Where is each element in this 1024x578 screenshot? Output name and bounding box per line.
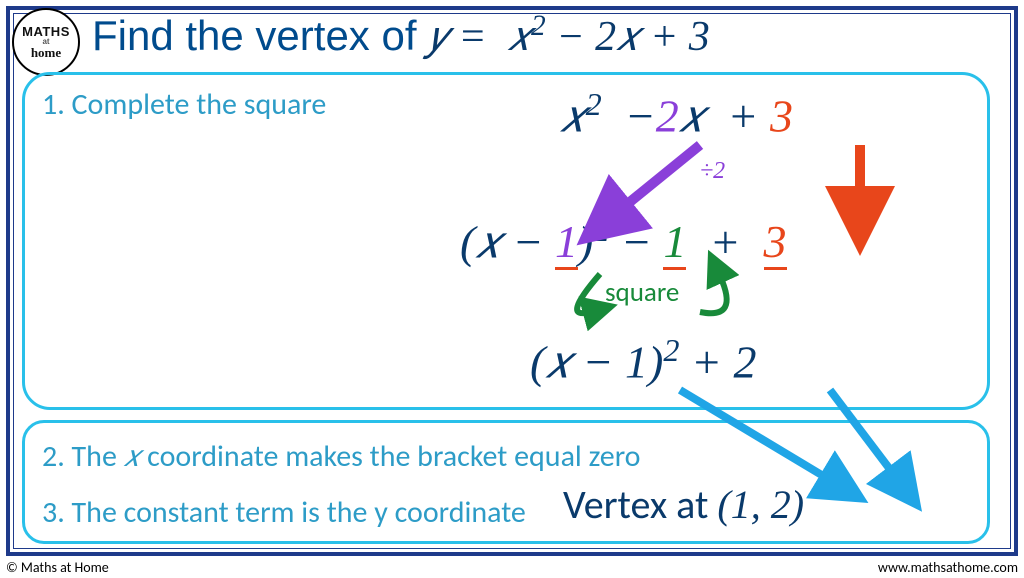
expr-line1: 𝑥2 −2𝑥 + 3 [560, 86, 793, 144]
page-title: Find the vertex of 𝑦 = 𝑥2 − 2𝑥 + 3 [92, 10, 710, 61]
footer-url: www.mathsathome.com [878, 559, 1018, 576]
l2-open: ( [460, 216, 475, 267]
expr-line3: (𝑥 − 1)2 + 2 [530, 332, 756, 390]
l2-close: ) [578, 216, 593, 267]
l1-coef2: 2 [656, 90, 679, 141]
step1-label: 1. Complete the square [42, 86, 326, 123]
l3-plus: + [691, 336, 722, 387]
l3-close: ) [648, 336, 663, 387]
vertex-label: Vertex at (1, 2) [563, 480, 804, 529]
l2-sup: 2 [593, 212, 609, 248]
step3-label: 3. The constant term is the y coordinate [42, 494, 526, 531]
l2-three: 3 [764, 216, 787, 270]
logo-bot: home [31, 46, 61, 59]
footer-copyright: © Maths at Home [6, 559, 109, 576]
l1-x2: 𝑥 [679, 90, 705, 141]
logo: MATHS at home [12, 8, 80, 76]
l2-plus: + [709, 216, 740, 267]
title-prefix: Find the vertex of [92, 12, 428, 59]
l1-x: 𝑥 [560, 90, 586, 141]
l2-minus2: − [621, 216, 652, 267]
divide-by-2-label: ÷2 [700, 158, 725, 185]
title-equation: 𝑦 = 𝑥2 − 2𝑥 + 3 [428, 14, 710, 60]
step2-label: 2. The 𝑥 coordinate makes the bracket eq… [42, 438, 641, 475]
l3-open: ( [530, 336, 545, 387]
l2-x: 𝑥 [475, 216, 501, 267]
l2-minus: − [512, 216, 543, 267]
vertex-prefix: Vertex at [563, 480, 717, 529]
l3-minus: − [582, 336, 613, 387]
l2-one: 1 [555, 216, 578, 270]
vertex-coord: (1, 2) [717, 482, 804, 527]
l1-plus: + [727, 90, 758, 141]
l2-one2: 1 [663, 216, 686, 270]
l3-x: 𝑥 [545, 336, 571, 387]
square-label: square [605, 276, 679, 309]
l3-sup: 2 [663, 332, 679, 368]
l1-const3: 3 [770, 90, 793, 141]
l3-one: 1 [625, 336, 648, 387]
l1-sup: 2 [586, 86, 602, 122]
l1-minus: − [625, 90, 656, 141]
l3-two: 2 [733, 336, 756, 387]
expr-line2: (𝑥 − 1)2 − 1 + 3 [460, 212, 787, 270]
